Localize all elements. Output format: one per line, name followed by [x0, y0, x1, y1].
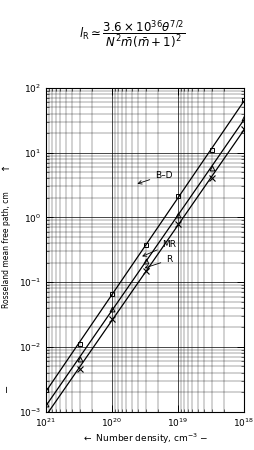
Text: B–D: B–D [138, 171, 173, 184]
Text: Rosseland mean free path, cm: Rosseland mean free path, cm [2, 191, 11, 308]
X-axis label: $\leftarrow$ Number density, cm$^{-3}$ $-$: $\leftarrow$ Number density, cm$^{-3}$ $… [82, 432, 208, 446]
Text: $l_{\rm R} \simeq \dfrac{3.6 \times 10^{36}\theta^{7/2}}{N^2\bar{m}(\bar{m}+1)^2: $l_{\rm R} \simeq \dfrac{3.6 \times 10^{… [78, 18, 185, 51]
Text: R: R [145, 256, 172, 268]
Text: $-$: $-$ [1, 384, 11, 394]
Text: MR: MR [143, 240, 177, 256]
Text: $\uparrow$: $\uparrow$ [0, 164, 12, 174]
